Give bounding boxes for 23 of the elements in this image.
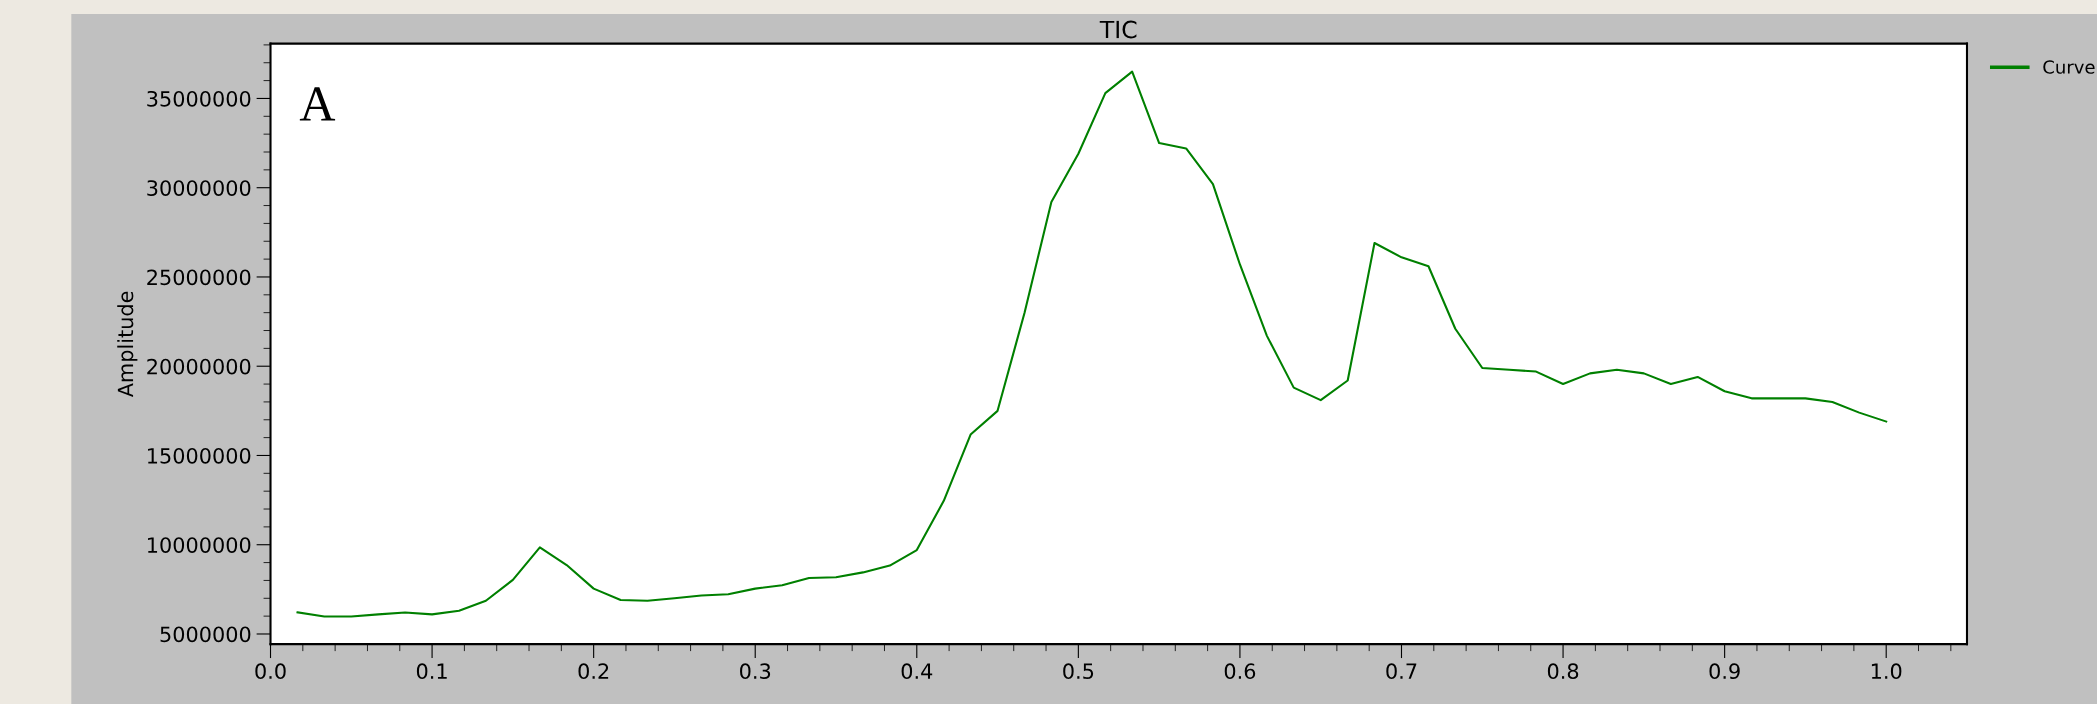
y-tick-label: 20000000 bbox=[147, 358, 251, 375]
x-tick-label: 0.6 bbox=[1224, 663, 1256, 680]
y-axis-title: Amplitude bbox=[117, 291, 138, 398]
legend-label: Curve bbox=[2043, 60, 2095, 74]
x-tick-label: 0.1 bbox=[416, 663, 447, 680]
y-tick-label: 10000000 bbox=[148, 537, 251, 553]
x-tick-label: 0.8 bbox=[1547, 663, 1579, 680]
x-tick-label: 0.9 bbox=[1709, 663, 1740, 680]
x-tick-label: 0.0 bbox=[255, 663, 286, 680]
annotation: A bbox=[299, 87, 336, 121]
y-tick-label: 25000000 bbox=[147, 269, 251, 286]
y-tick-label: 5000000 bbox=[160, 626, 251, 643]
x-tick-label: 0.2 bbox=[578, 663, 609, 680]
line-series bbox=[296, 70, 1888, 618]
y-tick-label: 15000000 bbox=[148, 447, 251, 464]
x-tick-label: 0.5 bbox=[1063, 663, 1094, 680]
chart-title: TIC bbox=[1099, 20, 1137, 39]
y-tick-label: 35000000 bbox=[147, 90, 251, 107]
x-tick-label: 0.4 bbox=[901, 663, 933, 680]
x-tick-label: 0.3 bbox=[740, 663, 771, 680]
y-tick-label: 30000000 bbox=[147, 180, 251, 196]
x-tick-label: 1.0 bbox=[1871, 663, 1902, 680]
x-tick-label: 0.7 bbox=[1386, 663, 1417, 680]
